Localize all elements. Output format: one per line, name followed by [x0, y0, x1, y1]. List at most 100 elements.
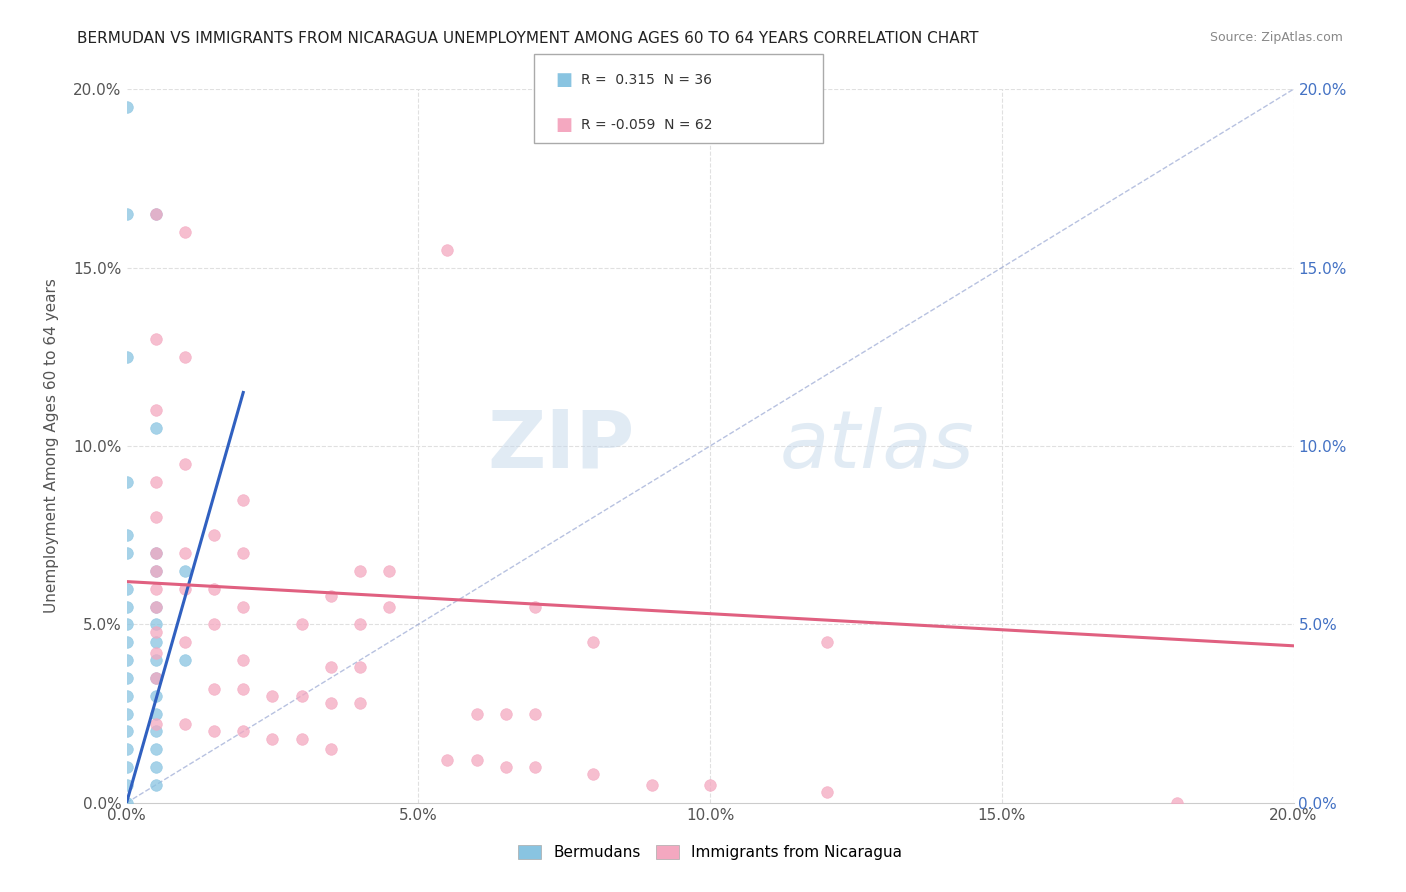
Point [145, 724, 167, 739]
Point [815, 635, 838, 649]
Point [202, 681, 225, 696]
Point [524, 760, 547, 774]
Point [145, 207, 167, 221]
Point [115, 100, 138, 114]
Y-axis label: Unemployment Among Ages 60 to 64 years: Unemployment Among Ages 60 to 64 years [45, 278, 59, 614]
Point [145, 582, 167, 596]
Point [115, 742, 138, 756]
Point [699, 778, 721, 792]
Point [115, 760, 138, 774]
Point [319, 660, 342, 674]
Point [290, 617, 312, 632]
Point [145, 653, 167, 667]
Point [495, 760, 517, 774]
Point [115, 350, 138, 364]
Point [290, 731, 312, 746]
Point [145, 706, 167, 721]
Point [115, 671, 138, 685]
Text: atlas: atlas [780, 407, 974, 485]
Point [115, 635, 138, 649]
Point [232, 724, 254, 739]
Point [145, 475, 167, 489]
Point [145, 403, 167, 417]
Point [115, 653, 138, 667]
Point [115, 528, 138, 542]
Point [582, 635, 605, 649]
Point [174, 546, 197, 560]
Point [115, 689, 138, 703]
Point [145, 207, 167, 221]
Point [232, 653, 254, 667]
Legend: Bermudans, Immigrants from Nicaragua: Bermudans, Immigrants from Nicaragua [512, 839, 908, 866]
Point [174, 717, 197, 731]
Text: ■: ■ [555, 71, 572, 89]
Point [465, 753, 488, 767]
Point [145, 689, 167, 703]
Text: R =  0.315  N = 36: R = 0.315 N = 36 [581, 73, 711, 87]
Point [115, 778, 138, 792]
Point [145, 671, 167, 685]
Point [232, 599, 254, 614]
Point [174, 582, 197, 596]
Point [145, 564, 167, 578]
Point [145, 617, 167, 632]
Point [174, 653, 197, 667]
Point [115, 796, 138, 810]
Point [145, 742, 167, 756]
Point [202, 528, 225, 542]
Point [232, 492, 254, 507]
Point [524, 706, 547, 721]
Point [145, 646, 167, 660]
Point [174, 225, 197, 239]
Point [145, 546, 167, 560]
Point [465, 706, 488, 721]
Point [319, 589, 342, 603]
Point [115, 706, 138, 721]
Point [319, 742, 342, 756]
Point [145, 599, 167, 614]
Point [145, 564, 167, 578]
Point [145, 671, 167, 685]
Point [319, 696, 342, 710]
Point [378, 564, 401, 578]
Point [349, 564, 371, 578]
Point [145, 635, 167, 649]
Point [202, 582, 225, 596]
Point [436, 753, 458, 767]
Point [145, 510, 167, 524]
Point [145, 760, 167, 774]
Point [145, 599, 167, 614]
Text: BERMUDAN VS IMMIGRANTS FROM NICARAGUA UNEMPLOYMENT AMONG AGES 60 TO 64 YEARS COR: BERMUDAN VS IMMIGRANTS FROM NICARAGUA UN… [77, 31, 979, 46]
Point [1166, 796, 1188, 810]
Point [202, 617, 225, 632]
Point [232, 546, 254, 560]
Point [115, 582, 138, 596]
Point [145, 546, 167, 560]
Point [145, 717, 167, 731]
Point [262, 689, 284, 703]
Point [174, 457, 197, 471]
Point [115, 599, 138, 614]
Text: Source: ZipAtlas.com: Source: ZipAtlas.com [1209, 31, 1343, 45]
Point [815, 785, 838, 799]
Point [436, 243, 458, 257]
Point [349, 617, 371, 632]
Text: ZIP: ZIP [486, 407, 634, 485]
Point [349, 660, 371, 674]
Point [174, 635, 197, 649]
Point [290, 689, 312, 703]
Point [640, 778, 664, 792]
Point [174, 350, 197, 364]
Point [202, 724, 225, 739]
Point [378, 599, 401, 614]
Text: R = -0.059  N = 62: R = -0.059 N = 62 [581, 118, 713, 132]
Point [115, 724, 138, 739]
Point [115, 475, 138, 489]
Point [524, 599, 547, 614]
Point [174, 564, 197, 578]
Point [145, 624, 167, 639]
Point [145, 778, 167, 792]
Text: ■: ■ [555, 116, 572, 134]
Point [495, 706, 517, 721]
Point [115, 207, 138, 221]
